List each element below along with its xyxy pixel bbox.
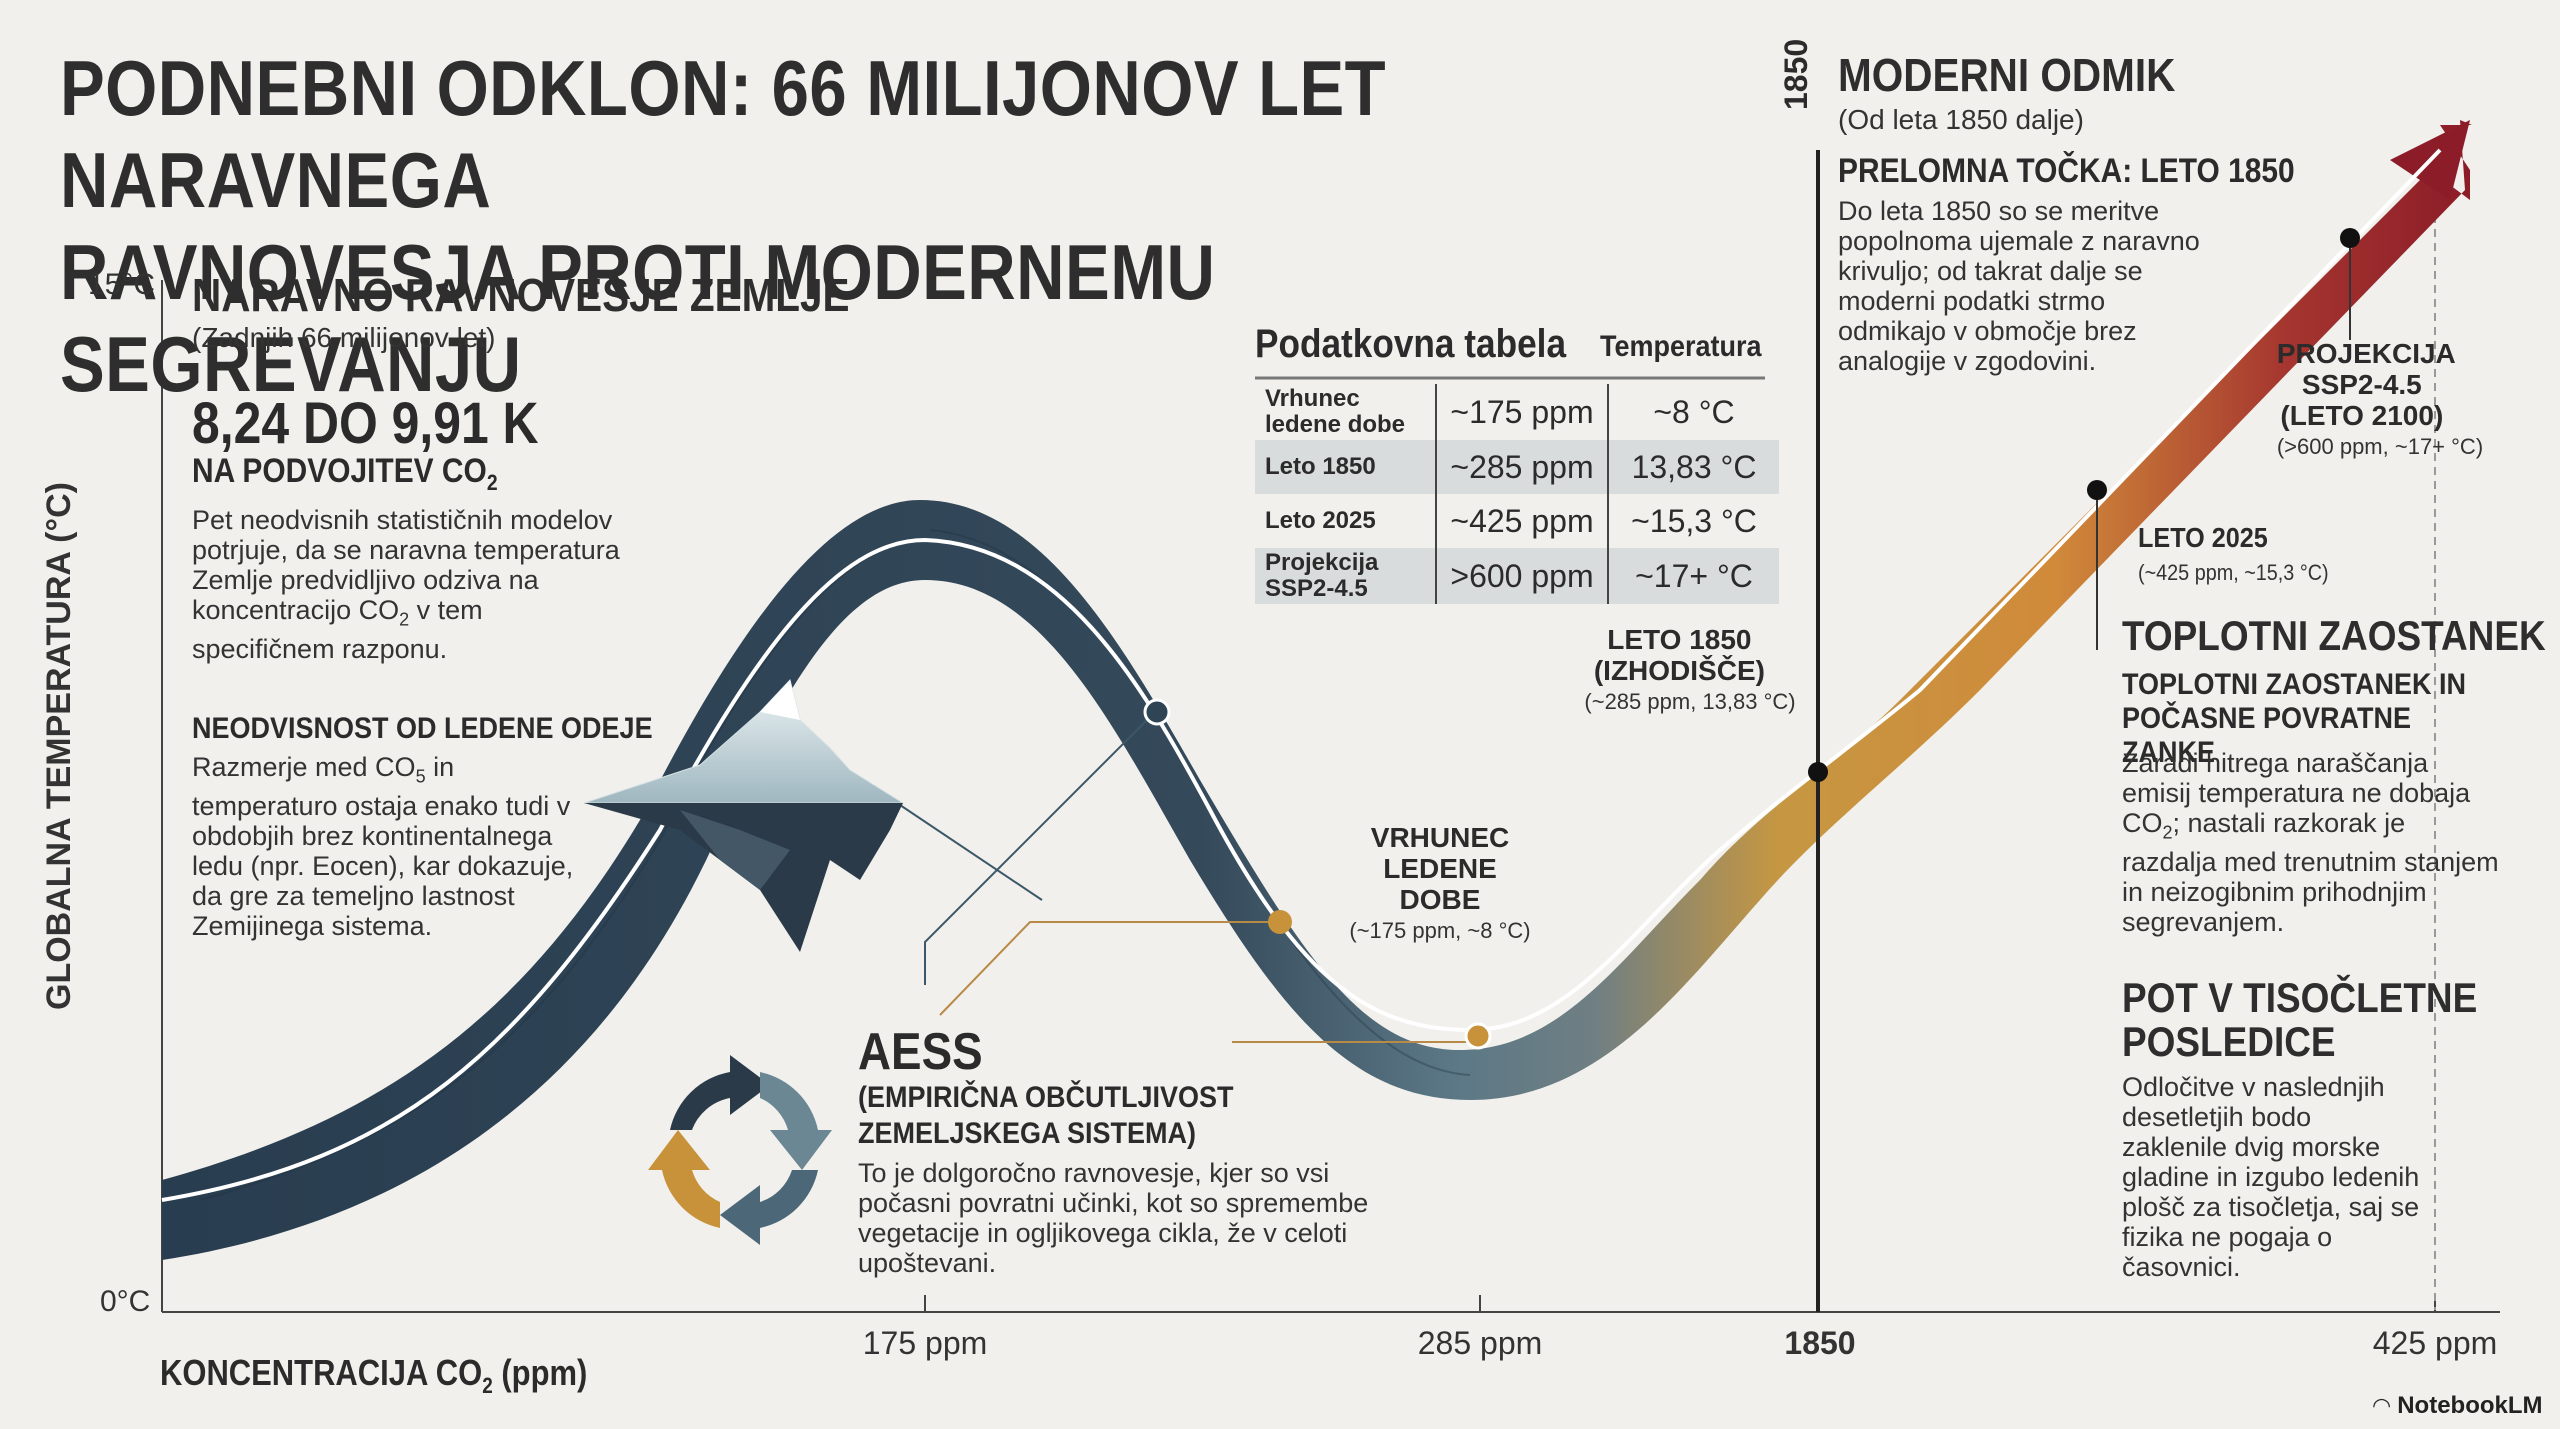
- y-tick-bottom: 0°C: [100, 1285, 151, 1318]
- x-tick-1850: 1850: [1784, 1325, 1856, 1361]
- thermal-lag-text: Zaradi hitrega naraščanja emisij tempera…: [2122, 748, 2499, 938]
- sensitivity-text: Pet neodvisnih statističnih modelov potr…: [192, 505, 620, 665]
- aess-text: To je dolgoročno ravnovesje, kjer so vsi…: [858, 1158, 1369, 1278]
- natural-curve-line: [161, 148, 2442, 1202]
- data-table: Vrhunec ledene dobe ~175 ppm ~8 °C Leto …: [1255, 384, 1779, 604]
- x-tick-425: 425 ppm: [2372, 1325, 2498, 1361]
- label-2025: LETO 2025 (~425 ppm, ~15,3 °C): [2138, 522, 2329, 585]
- brand-label: NotebookLM: [2397, 1392, 2543, 1419]
- marker-gold-mid: [1268, 910, 1292, 934]
- table-row: Projekcija SSP2-4.5 >600 ppm ~17+ °C: [1255, 548, 1779, 604]
- iceberg-icon: [583, 678, 905, 952]
- millennial-path-text: Odločitve v naslednjih desetletjih bodo …: [2122, 1072, 2420, 1282]
- notebooklm-logo-icon: ◠: [2372, 1393, 2392, 1418]
- marker-ice-age: [1464, 1022, 1492, 1050]
- turning-point-heading: PRELOMNA TOČKA: LETO 1850: [1838, 152, 2295, 190]
- divider-year-label: 1850: [1778, 38, 1814, 110]
- x-tick-175: 175 ppm: [862, 1325, 988, 1361]
- table-row: Leto 1850 ~285 ppm 13,83 °C: [1255, 440, 1779, 494]
- label-projection: PROJEKCIJA SSP2-4.5 (LETO 2100) (>600 pp…: [2276, 338, 2484, 459]
- label-1850-baseline: LETO 1850 (IZHODIŠČE) (~285 ppm, 13,83 °…: [1584, 624, 1796, 714]
- table-title: Podatkovna tabela: [1255, 322, 1567, 366]
- aess-subheading: (EMPIRIČNA OBČUTLJIVOST ZEMELJSKEGA SIST…: [858, 1081, 1234, 1150]
- marker-1850: [1808, 762, 1828, 782]
- title-line-1: PODNEBNI ODKLON: 66 MILIJONOV LET NARAVN…: [60, 44, 1387, 224]
- recycle-icon: [648, 1055, 832, 1245]
- table-col-header: Temperatura: [1600, 330, 1762, 363]
- modern-deviation-heading: MODERNI ODMIK: [1838, 49, 2176, 101]
- climate-band: [162, 120, 2472, 1260]
- aess-heading: AESS: [858, 1023, 983, 1081]
- table-row: Vrhunec ledene dobe ~175 ppm ~8 °C: [1255, 384, 1779, 440]
- label-ice-age-peak: VRHUNEC LEDENE DOBE (~175 ppm, ~8 °C): [1349, 822, 1531, 943]
- page-title: PODNEBNI ODKLON: 66 MILIJONOV LET NARAVN…: [60, 42, 1505, 410]
- title-line-2: RAVNOVESJA PROTI MODERNEMU SEGREVANJU: [60, 228, 1216, 408]
- x-axis-label: KONCENTRACIJA CO2 (ppm): [160, 1352, 588, 1399]
- ice-independence-text: Razmerje med CO5 in temperaturo ostaja e…: [192, 752, 574, 942]
- x-tick-285: 285 ppm: [1417, 1325, 1543, 1361]
- sensitivity-label: NA PODVOJITEV CO2: [192, 452, 498, 495]
- turning-point-text: Do leta 1850 so se meritve popolnoma uje…: [1838, 196, 2200, 376]
- thermal-lag-heading: TOPLOTNI ZAOSTANEK: [2122, 612, 2546, 659]
- natural-balance-subheading: (Zadnjih 66 milijonov let): [192, 322, 496, 353]
- y-axis-label: GLOBALNA TEMPERATURA (°C): [40, 482, 78, 1010]
- ice-independence-heading: NEODVISNOST OD LEDENE ODEJE: [192, 712, 653, 745]
- marker-2025: [2087, 480, 2107, 500]
- modern-deviation-subheading: (Od leta 1850 dalje): [1838, 104, 2084, 135]
- marker-open: [1143, 698, 1171, 726]
- millennial-path-heading: POT V TISOČLETNE POSLEDICE: [2122, 974, 2478, 1065]
- thermal-lag-subheading: TOPLOTNI ZAOSTANEK IN POČASNE POVRATNE Z…: [2122, 668, 2467, 769]
- table-row: Leto 2025 ~425 ppm ~15,3 °C: [1255, 494, 1779, 548]
- y-tick-top: 15°C: [88, 268, 156, 301]
- sensitivity-value: 8,24 DO 9,91 K: [192, 391, 539, 456]
- brand: ◠ NotebookLM: [2372, 1392, 2543, 1420]
- marker-projection: [2340, 228, 2360, 248]
- natural-balance-heading: NARAVNO RAVNOVESJE ZEMLJE: [192, 269, 850, 321]
